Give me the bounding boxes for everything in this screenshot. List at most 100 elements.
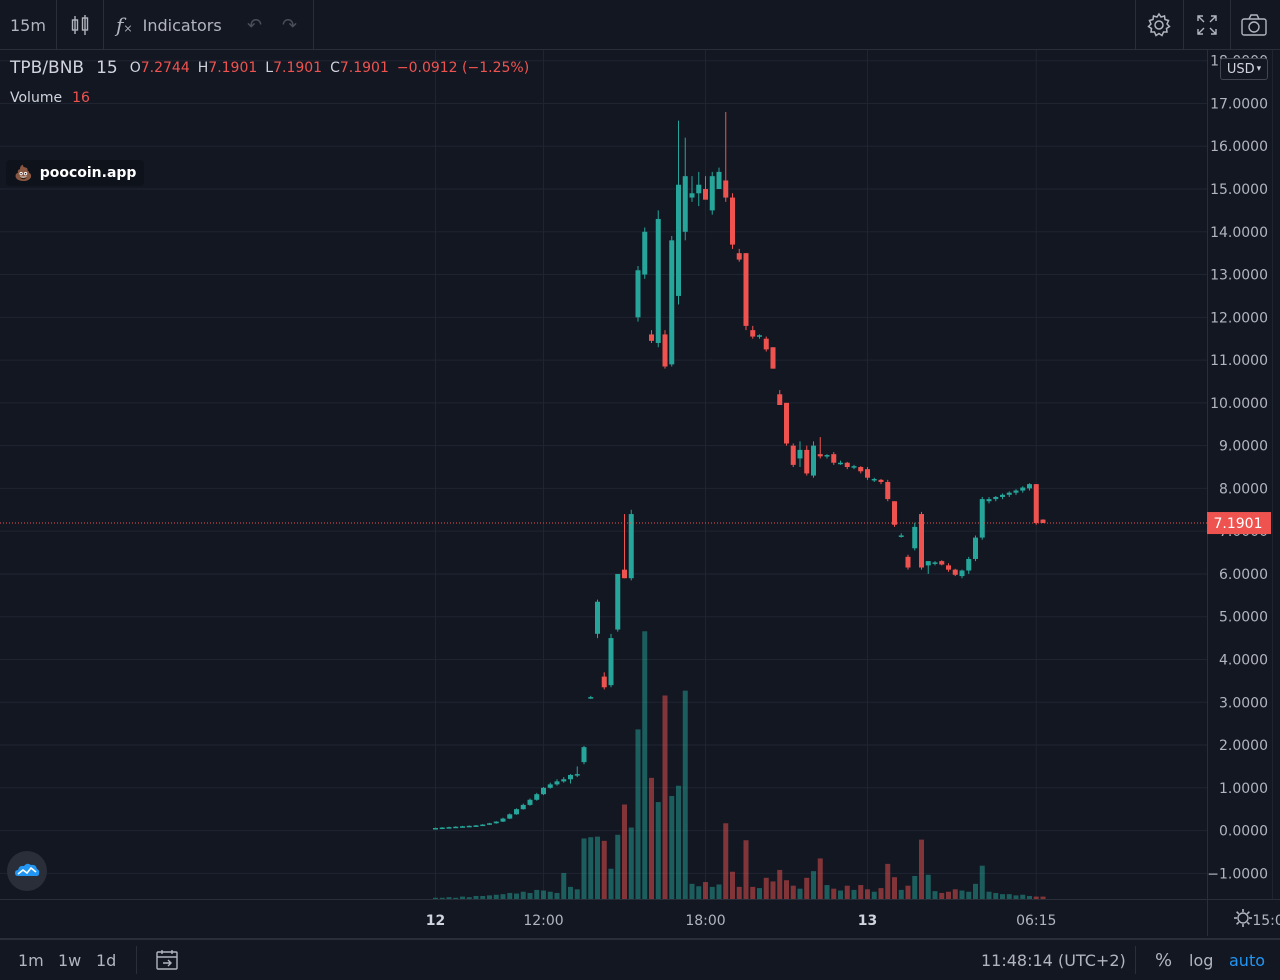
time-tick-label: 12:00 [523, 913, 563, 929]
candle-body [1040, 519, 1046, 524]
price-tick-label: 1.0000 [1219, 781, 1268, 797]
volume-bar [723, 823, 729, 899]
goto-date-button[interactable] [155, 940, 179, 980]
toolbar-divider [1183, 0, 1184, 50]
volume-bar [568, 886, 573, 899]
interval-selector[interactable]: 15m [10, 15, 46, 35]
axis-settings-icon[interactable] [1234, 909, 1252, 927]
time-tick-label: 18:00 [685, 913, 725, 929]
candle-body [912, 526, 918, 549]
chart-type-button[interactable] [68, 0, 92, 50]
candle-body [723, 180, 729, 198]
auto-toggle[interactable]: auto [1229, 950, 1266, 970]
volume-bar [446, 897, 452, 899]
candle-body [946, 565, 951, 570]
price-chart[interactable]: 18.000017.000016.000015.000014.000013.00… [0, 50, 1280, 936]
fullscreen-icon [1197, 15, 1217, 35]
candle-body [669, 240, 675, 365]
log-toggle[interactable]: log [1189, 950, 1214, 970]
volume-bar [514, 893, 519, 899]
candle-body [838, 462, 843, 465]
tradingview-logo[interactable] [7, 851, 47, 891]
volume-bar [946, 891, 951, 899]
candle-body [500, 818, 506, 822]
candle-body [871, 478, 877, 481]
symbol-name[interactable]: TPB/BNB [10, 58, 85, 78]
currency-selector[interactable]: USD ▾ [1220, 58, 1268, 80]
bottom-divider [1135, 946, 1136, 974]
candle-body [757, 335, 762, 337]
volume-bar [709, 886, 715, 899]
candle-body [878, 479, 884, 482]
volume-bar [520, 891, 526, 899]
candle-body [453, 826, 459, 829]
low-value: 7.1901 [273, 60, 323, 76]
time-tick-label: 15:00 [1252, 913, 1280, 929]
candle-body [1013, 490, 1019, 493]
volume-bar [993, 892, 999, 899]
time-tick-label: 06:15 [1016, 913, 1056, 929]
volume-bar [905, 885, 911, 899]
volume-label: Volume [10, 90, 63, 106]
candle-body [986, 499, 992, 502]
range-1m[interactable]: 1m [18, 950, 44, 970]
undo-icon[interactable]: ↶ [247, 14, 263, 36]
indicators-button[interactable]: 𝑓× Indicators [116, 0, 222, 50]
candle-body [595, 601, 600, 634]
clock-timezone[interactable]: 11:48:14 (UTC+2) [981, 950, 1126, 970]
candle-body [1027, 484, 1032, 489]
candle-body [844, 462, 850, 468]
candle-body [507, 814, 513, 819]
candle-body [514, 809, 519, 815]
volume-bar [466, 897, 472, 899]
volume-bar [574, 889, 580, 899]
candle-body [541, 787, 546, 795]
poop-icon: 💩 [14, 164, 33, 182]
high-value: 7.1901 [208, 60, 258, 76]
chart-area[interactable]: 18.000017.000016.000015.000014.000013.00… [0, 50, 1280, 936]
volume-bar [493, 894, 499, 899]
candles-icon [71, 15, 89, 35]
volume-bar [460, 896, 465, 899]
volume-bar [865, 889, 870, 899]
percent-toggle[interactable]: % [1155, 949, 1173, 971]
price-tick-label: 8.0000 [1219, 481, 1268, 497]
top-toolbar: 15m 𝑓× Indicators ↶ ↷ [0, 0, 1280, 50]
volume-bar [480, 895, 486, 899]
settings-button[interactable] [1146, 0, 1172, 50]
volume-bar [804, 877, 810, 899]
price-tick-label: 13.0000 [1210, 268, 1268, 284]
volume-bar [561, 872, 567, 899]
volume-bar [716, 884, 722, 899]
toolbar-divider [56, 0, 57, 50]
range-1w[interactable]: 1w [58, 950, 82, 970]
candle-body [561, 779, 567, 782]
candle-body [460, 826, 465, 828]
volume-bar [817, 858, 823, 899]
price-tick-label: 10.0000 [1210, 396, 1268, 412]
screenshot-button[interactable] [1240, 0, 1268, 50]
volume-bar [986, 891, 992, 899]
volume-bar [581, 838, 587, 899]
range-1d[interactable]: 1d [96, 950, 117, 970]
candle-body [966, 558, 972, 571]
candle-body [568, 774, 573, 780]
toolbar-divider [1230, 0, 1231, 50]
volume-legend: Volume 16 [10, 90, 90, 106]
candle-body [574, 774, 580, 776]
volume-bar [878, 888, 884, 899]
low-label: L [265, 60, 274, 76]
candle-body [581, 747, 587, 763]
fullscreen-button[interactable] [1195, 0, 1219, 50]
volume-bar [1013, 895, 1019, 899]
candle-body [635, 270, 641, 318]
volume-bar [682, 690, 688, 899]
candle-body [898, 535, 904, 537]
redo-icon[interactable]: ↷ [282, 14, 298, 36]
candle-body [993, 496, 999, 500]
volume-bar [932, 891, 938, 899]
candle-body [865, 469, 870, 478]
volume-bar [547, 891, 553, 899]
price-tick-label: 6.0000 [1219, 567, 1268, 583]
candle-body [979, 499, 985, 538]
